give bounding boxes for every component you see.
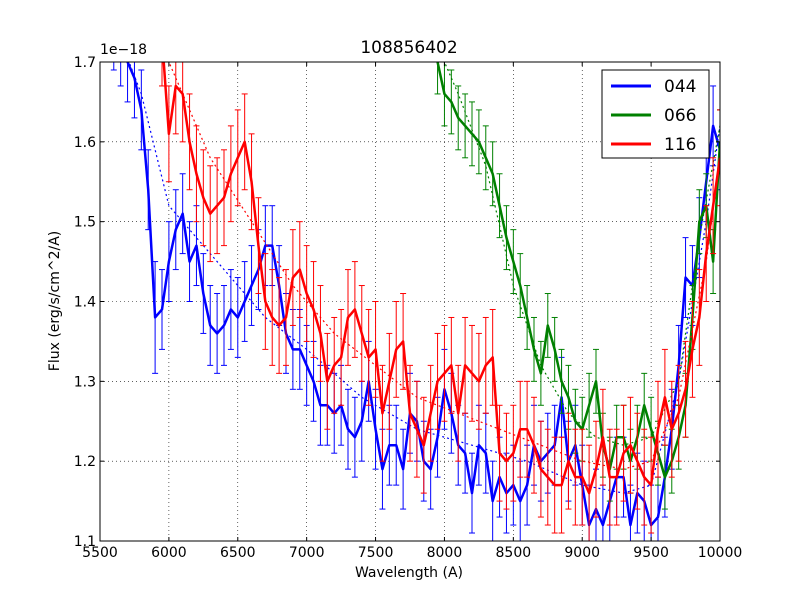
y-tick-label: 1.2 xyxy=(74,454,96,470)
plot-area xyxy=(110,62,720,541)
series-116-line xyxy=(162,62,720,495)
series-066-line xyxy=(436,62,720,479)
y-axis-label: Flux (erg/s/cm^2/A) xyxy=(47,231,63,371)
x-tick-label: 9500 xyxy=(633,545,669,561)
x-axis-label: Wavelength (A) xyxy=(355,565,463,581)
series-066-model-line xyxy=(443,62,720,446)
y-tick-label: 1.4 xyxy=(74,295,96,311)
x-tick-label: 6000 xyxy=(151,545,187,561)
axis-ticks: 5500 6000 6500 7000 7500 8000 8500 9000 9500 1000… xyxy=(74,55,743,561)
x-tick-label: 6500 xyxy=(220,545,256,561)
x-tick-label: 8000 xyxy=(427,545,463,561)
y-tick-label: 1.3 xyxy=(74,374,96,390)
y-offset-label: 1e−18 xyxy=(100,42,147,58)
legend-label-066: 066 xyxy=(664,106,696,126)
x-tick-label: 7500 xyxy=(358,545,394,561)
x-tick-label: 10000 xyxy=(698,545,743,561)
x-tick-label: 8500 xyxy=(496,545,532,561)
x-tick-label: 9000 xyxy=(564,545,600,561)
legend-label-044: 044 xyxy=(664,77,696,97)
y-tick-label: 1.5 xyxy=(74,215,96,231)
x-tick-label: 5500 xyxy=(82,545,118,561)
y-tick-label: 1.1 xyxy=(74,534,96,550)
chart-title: 108856402 xyxy=(360,38,457,58)
y-tick-label: 1.7 xyxy=(74,55,96,71)
y-tick-label: 1.6 xyxy=(74,135,96,151)
x-tick-label: 7000 xyxy=(289,545,325,561)
legend: 044 066 116 xyxy=(601,69,710,159)
legend-label-116: 116 xyxy=(664,135,696,155)
